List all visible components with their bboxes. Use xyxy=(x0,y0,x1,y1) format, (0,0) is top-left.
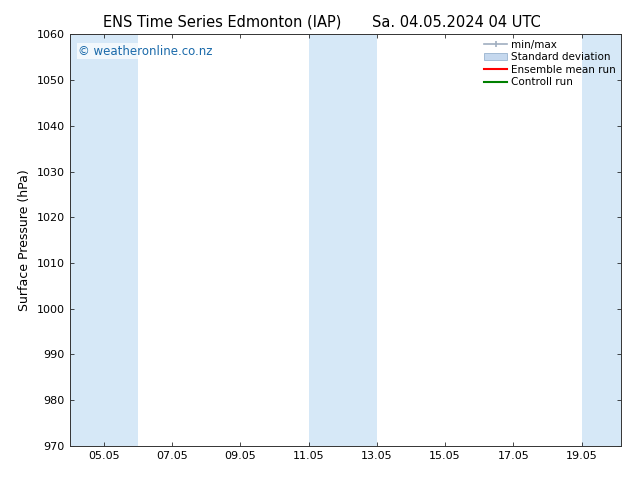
Bar xyxy=(581,34,621,446)
Legend: min/max, Standard deviation, Ensemble mean run, Controll run: min/max, Standard deviation, Ensemble me… xyxy=(482,37,618,89)
Y-axis label: Surface Pressure (hPa): Surface Pressure (hPa) xyxy=(18,169,31,311)
Text: ENS Time Series Edmonton (IAP): ENS Time Series Edmonton (IAP) xyxy=(103,15,341,30)
Text: © weatheronline.co.nz: © weatheronline.co.nz xyxy=(78,45,212,58)
Bar xyxy=(70,34,138,446)
Bar xyxy=(309,34,377,446)
Text: Sa. 04.05.2024 04 UTC: Sa. 04.05.2024 04 UTC xyxy=(372,15,541,30)
